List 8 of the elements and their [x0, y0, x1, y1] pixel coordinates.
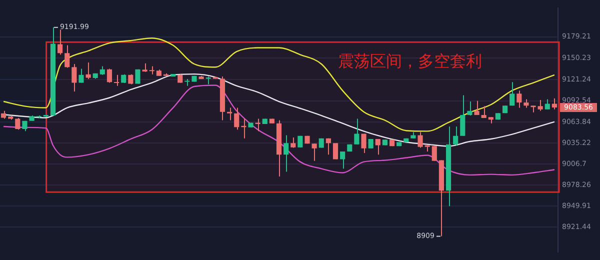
band-label: 震荡区间，多空套利: [338, 51, 482, 70]
candlestick: [29, 115, 34, 122]
candlestick: [361, 133, 366, 154]
candlestick: [418, 132, 423, 148]
candlestick: [192, 75, 197, 82]
line-series: [2, 37, 556, 132]
line-series: [2, 84, 556, 176]
candlestick: [78, 68, 84, 84]
